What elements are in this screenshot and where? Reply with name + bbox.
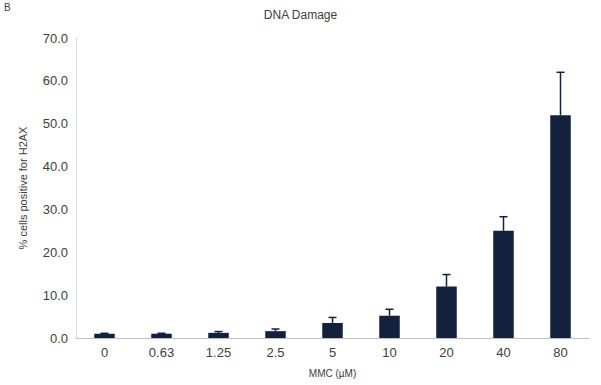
svg-text:10: 10	[382, 345, 396, 360]
svg-text:60.0: 60.0	[43, 73, 68, 88]
svg-text:0: 0	[101, 345, 108, 360]
svg-text:10.0: 10.0	[43, 288, 68, 303]
svg-text:30.0: 30.0	[43, 202, 68, 217]
svg-text:20.0: 20.0	[43, 245, 68, 260]
svg-text:% cells positive for H2AX: % cells positive for H2AX	[17, 126, 29, 250]
svg-text:1.25: 1.25	[206, 345, 231, 360]
svg-text:40: 40	[496, 345, 510, 360]
svg-text:20: 20	[439, 345, 453, 360]
svg-text:50.0: 50.0	[43, 116, 68, 131]
svg-text:70.0: 70.0	[43, 31, 68, 46]
svg-text:0.63: 0.63	[149, 345, 174, 360]
svg-text:80: 80	[553, 345, 567, 360]
svg-text:B: B	[4, 2, 11, 13]
svg-text:2.5: 2.5	[266, 345, 284, 360]
svg-text:0.0: 0.0	[50, 331, 68, 346]
svg-text:40.0: 40.0	[43, 159, 68, 174]
svg-text:5: 5	[329, 345, 336, 360]
svg-text:MMC (µM): MMC (µM)	[309, 368, 356, 379]
svg-text:DNA Damage: DNA Damage	[264, 8, 338, 22]
